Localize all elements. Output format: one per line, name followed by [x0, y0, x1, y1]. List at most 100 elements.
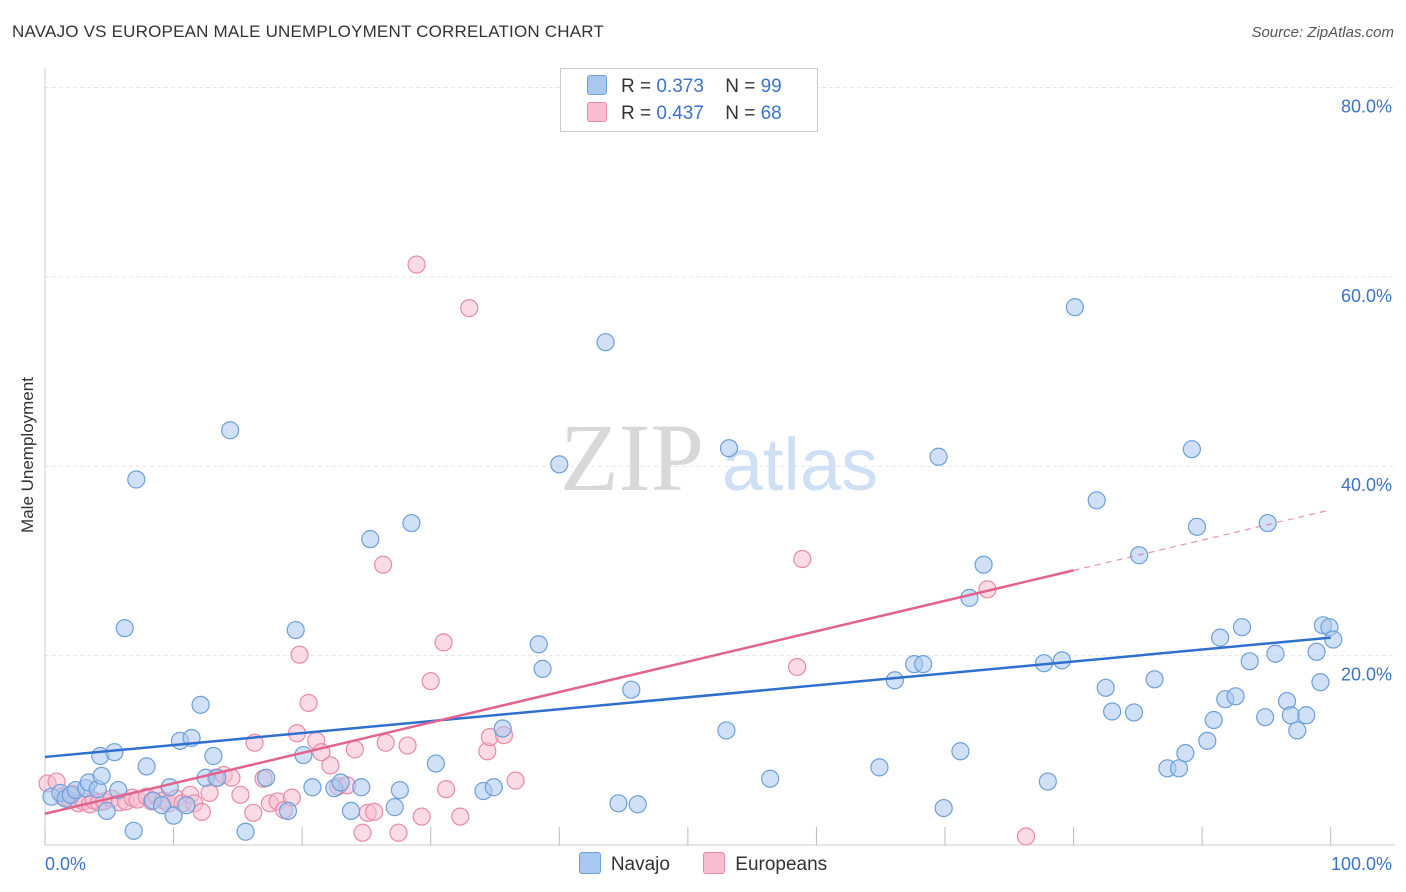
europeans-point-26 — [200, 783, 219, 803]
correlation-legend: R = 0.373 N = 99 R = 0.437 N = 68 — [560, 68, 818, 132]
navajo-point-42 — [402, 513, 421, 533]
navajo-point-70 — [1087, 491, 1106, 510]
europeans-point-67 — [1016, 827, 1036, 846]
navajo-point-34 — [303, 778, 322, 797]
europeans-point-58 — [437, 780, 456, 799]
legend-navajo-label: Navajo — [610, 854, 670, 875]
europeans-point-55 — [412, 807, 431, 826]
legend-europeans-swatch — [703, 852, 726, 874]
navajo-point-54 — [717, 721, 736, 740]
source-label: Source: ZipAtlas.com — [1251, 24, 1394, 41]
europeans-r-label: R = — [621, 103, 652, 124]
navajo-point-36 — [331, 773, 350, 792]
navajo-point-52 — [628, 795, 647, 814]
navajo-point-16 — [137, 757, 156, 776]
navajo-point-32 — [286, 620, 305, 640]
navajo-point-22 — [177, 796, 196, 815]
navajo-point-79 — [1182, 440, 1201, 459]
series-legend: Navajo Europeans — [0, 852, 1406, 876]
navajo-point-73 — [1124, 703, 1144, 722]
navajo-point-15 — [127, 470, 146, 489]
europeans-point-49 — [365, 802, 384, 821]
trend-lines — [44, 509, 1331, 815]
navajo-point-40 — [385, 798, 404, 817]
navajo-point-38 — [352, 778, 371, 797]
europeans-swatch — [587, 102, 607, 122]
navajo-point-31 — [278, 801, 298, 821]
navajo-point-72 — [1103, 702, 1122, 721]
navajo-point-78 — [1176, 744, 1195, 763]
navajo-point-77 — [1169, 759, 1189, 778]
navajo-point-87 — [1240, 652, 1259, 671]
navajo-point-64 — [960, 588, 979, 607]
navajo-point-80 — [1187, 517, 1207, 536]
navajo-point-37 — [341, 801, 361, 821]
navajo-n-label: N = — [725, 76, 756, 97]
europeans-trend-extension — [1073, 509, 1331, 571]
navajo-point-85 — [1226, 687, 1245, 706]
europeans-point-31 — [244, 803, 263, 822]
europeans-r-value: 0.437 — [656, 103, 704, 124]
europeans-point-51 — [376, 733, 395, 752]
navajo-point-63 — [951, 742, 970, 761]
navajo-swatch — [587, 75, 607, 95]
y-tick-label-2: 60.0% — [1341, 286, 1392, 306]
navajo-point-95 — [1307, 642, 1326, 661]
navajo-point-88 — [1256, 708, 1275, 727]
x-tick-label-0: 0.0% — [45, 854, 86, 874]
navajo-point-58 — [885, 671, 904, 690]
navajo-point-29 — [236, 822, 255, 841]
europeans-point-57 — [434, 633, 453, 652]
legend-row-navajo: R = 0.373 N = 99 — [587, 75, 782, 98]
europeans-point-59 — [451, 807, 470, 826]
navajo-point-43 — [426, 754, 445, 773]
navajo-point-56 — [761, 769, 780, 788]
navajo-point-46 — [493, 719, 512, 738]
europeans-n-value: 68 — [760, 103, 782, 124]
grid-lines — [45, 86, 1395, 657]
europeans-point-43 — [321, 756, 340, 775]
navajo-point-83 — [1211, 628, 1230, 647]
navajo-point-92 — [1281, 706, 1300, 725]
navajo-point-55 — [719, 439, 739, 458]
chart-title: NAVAJO VS EUROPEAN MALE UNEMPLOYMENT COR… — [12, 22, 605, 41]
legend-europeans-label: Europeans — [735, 854, 828, 875]
navajo-point-20 — [164, 806, 183, 825]
navajo-point-30 — [257, 768, 276, 787]
tick-labels: 20.0% 40.0% 60.0% 80.0% 0.0% 100.0% — [45, 96, 1392, 874]
navajo-point-49 — [550, 455, 569, 474]
europeans-n-label: N = — [725, 103, 756, 124]
y-tick-label-3: 80.0% — [1341, 96, 1392, 116]
europeans-point-39 — [290, 645, 309, 664]
series-europeans — [38, 255, 1036, 846]
series-navajo — [42, 298, 1343, 841]
navajo-point-28 — [221, 421, 240, 440]
navajo-point-94 — [1297, 706, 1316, 725]
watermark-zip: ZIP — [560, 404, 704, 511]
europeans-trend-line — [44, 569, 1074, 815]
europeans-point-46 — [345, 740, 364, 759]
navajo-point-69 — [1065, 298, 1084, 317]
x-tick-label-1: 100.0% — [1331, 854, 1392, 874]
europeans-point-60 — [460, 299, 479, 318]
navajo-point-71 — [1096, 678, 1115, 697]
navajo-point-45 — [484, 778, 503, 797]
navajo-point-19 — [160, 778, 179, 797]
navajo-point-9 — [92, 766, 111, 785]
europeans-point-25 — [192, 802, 211, 821]
europeans-point-56 — [421, 672, 440, 691]
navajo-point-26 — [204, 746, 223, 766]
europeans-point-50 — [374, 555, 393, 574]
legend-row-europeans: R = 0.437 N = 68 — [587, 102, 782, 125]
y-tick-label-0: 20.0% — [1341, 665, 1392, 685]
navajo-point-93 — [1288, 721, 1307, 740]
navajo-point-57 — [870, 758, 889, 777]
europeans-point-30 — [231, 785, 250, 804]
navajo-point-89 — [1258, 513, 1277, 533]
europeans-point-64 — [506, 771, 525, 790]
europeans-point-53 — [398, 736, 417, 755]
navajo-point-60 — [914, 655, 933, 674]
europeans-point-47 — [353, 823, 372, 842]
navajo-point-67 — [1038, 772, 1057, 791]
